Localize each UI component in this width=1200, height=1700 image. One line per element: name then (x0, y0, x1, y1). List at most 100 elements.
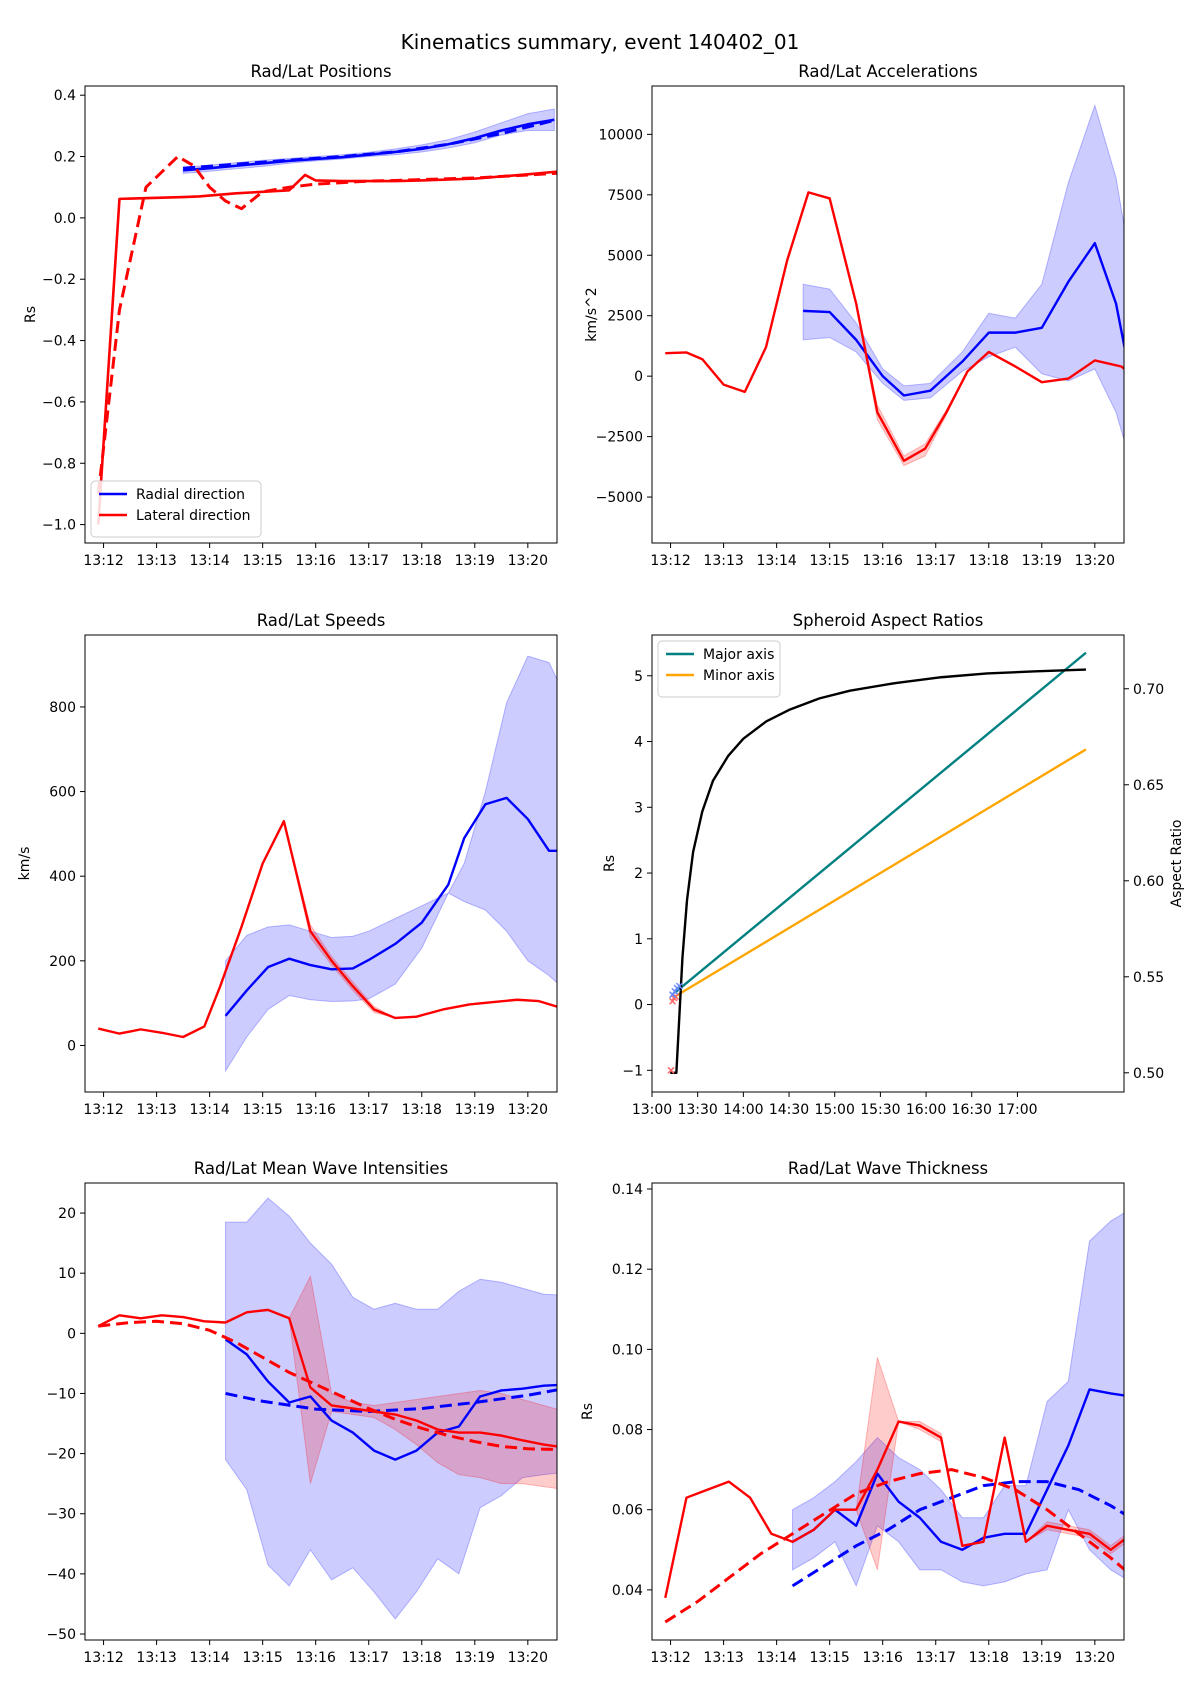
y-tick-label: 0 (67, 1038, 76, 1054)
chart-title: Rad/Lat Speeds (257, 611, 386, 630)
x-tick-label: 13:20 (1075, 553, 1115, 569)
y-tick-label: −40 (46, 1567, 76, 1583)
x-tick-label: 13:13 (136, 1102, 176, 1118)
x-tick-label: 13:19 (455, 553, 495, 569)
y-axis-label: Rs (23, 306, 39, 323)
y-tick-label: −2500 (596, 430, 643, 446)
series-line (98, 1319, 557, 1451)
series-line (225, 1388, 557, 1413)
y-tick-label: 5 (634, 669, 643, 685)
x-tick-label: 13:18 (402, 1650, 442, 1666)
x-tick-label: 13:19 (455, 1650, 495, 1666)
y-tick-label: 2500 (607, 309, 643, 325)
x-tick-label: 13:14 (756, 553, 796, 569)
x-tick-label: 13:20 (508, 553, 548, 569)
y-tick-label: −50 (46, 1627, 76, 1643)
y-tick-label: −1.0 (42, 518, 76, 534)
data-marker (675, 982, 683, 990)
y-axis-label: km/s^2 (584, 287, 600, 341)
series-line (803, 241, 1124, 397)
series-line (224, 796, 557, 1017)
y-tick-label: 0 (67, 1326, 76, 1342)
series-line (97, 1308, 557, 1448)
y-tick-label: −10 (46, 1386, 76, 1402)
x-tick-label: 13:19 (1022, 553, 1062, 569)
panel-speeds: 13:12 13:13 13:14 13:15 13:16 13:17 13:18 13:19… (17, 611, 558, 1118)
y-tick-label: −0.6 (42, 395, 76, 411)
data-marker (667, 1066, 675, 1074)
legend: Major axis Minor axis (657, 640, 781, 698)
chart-title: Rad/Lat Accelerations (798, 62, 977, 81)
y-tick-label: 0.06 (612, 1503, 643, 1519)
x-tick-label: 14:30 (769, 1102, 809, 1118)
uncertainty-band (1137, 364, 1179, 526)
x-tick-label: 13:00 (632, 1102, 672, 1118)
x-tick-label: 13:17 (916, 553, 956, 569)
x-tick-label: 15:30 (860, 1102, 900, 1118)
axes-frame (84, 1182, 558, 1641)
y-tick-label: 0.10 (612, 1342, 643, 1358)
x-tick-label: 13:15 (809, 1650, 849, 1666)
x-tick-label: 13:20 (508, 1650, 548, 1666)
y-tick-label: 200 (49, 954, 76, 970)
y-tick-label: 1 (634, 932, 643, 948)
x-tick-label: 13:12 (83, 1102, 123, 1118)
y-tick-label: 0.04 (612, 1583, 643, 1599)
plot-area (667, 651, 1087, 1074)
x-tick-label: 17:00 (997, 1102, 1037, 1118)
y-tick-label: 600 (49, 785, 76, 801)
panel-accelerations: 13:12 13:13 13:14 13:15 13:16 13:17 13:18 13:19… (584, 62, 1179, 569)
x-tick-label: 13:13 (136, 553, 176, 569)
x-tick-label: 13:18 (402, 553, 442, 569)
y-axis-label: km/s (17, 847, 33, 881)
x-tick-label: 13:15 (242, 1102, 282, 1118)
series-line (1137, 412, 1179, 472)
panel-aspect: 13:00 13:30 14:00 14:30 15:00 15:30 16:00 16:30… (602, 611, 1185, 1118)
x-tick-label: 13:14 (189, 553, 229, 569)
x-tick-label: 13:17 (349, 553, 389, 569)
x-tick-label: 14:00 (723, 1102, 763, 1118)
y-axis-label: Rs (602, 855, 618, 872)
series-line (664, 1468, 1124, 1624)
series-line (224, 1338, 557, 1461)
y-tick-label: 0 (634, 369, 643, 385)
legend-box (90, 480, 262, 538)
series-line (97, 819, 557, 1039)
series-line (96, 170, 557, 525)
x-tick-label: 13:12 (83, 1650, 123, 1666)
y-tick-label: 4 (634, 735, 643, 751)
x-tick-label: 13:15 (242, 1650, 282, 1666)
x-tick-label: 16:00 (906, 1102, 946, 1118)
y-tick-label: −0.4 (42, 334, 76, 350)
series-line (96, 155, 557, 495)
x-tick-label: 15:00 (815, 1102, 855, 1118)
x-tick-label: 13:18 (969, 1650, 1009, 1666)
x-tick-label: 13:17 (349, 1650, 389, 1666)
x-tick-label: 13:17 (916, 1650, 956, 1666)
x-tick-label: 13:13 (703, 1650, 743, 1666)
y-tick-label: 10000 (598, 127, 643, 143)
y-right-tick-label: 0.50 (1133, 1066, 1164, 1082)
figure-suptitle: Kinematics summary, event 140402_01 (401, 30, 800, 54)
axes-frame (84, 85, 558, 544)
x-tick-label: 13:20 (508, 1102, 548, 1118)
chart-title: Rad/Lat Mean Wave Intensities (194, 1159, 448, 1178)
panel-intensities: 13:12 13:13 13:14 13:15 13:16 13:17 13:18 13:19… (46, 1159, 558, 1666)
chart-title: Rad/Lat Positions (250, 62, 391, 81)
uncertainty-band (225, 1197, 557, 1620)
x-tick-label: 13:18 (969, 553, 1009, 569)
x-tick-label: 13:14 (189, 1102, 229, 1118)
x-tick-label: 13:19 (455, 1102, 495, 1118)
y-tick-label: −30 (46, 1507, 76, 1523)
y-axis-label: Rs (580, 1403, 596, 1420)
x-tick-label: 13:12 (650, 1650, 690, 1666)
y-right-tick-label: 0.70 (1133, 682, 1164, 698)
legend: Radial direction Lateral direction (90, 480, 262, 538)
chart-title: Rad/Lat Wave Thickness (788, 1159, 988, 1178)
y-tick-label: 10 (58, 1266, 76, 1282)
plot-area (97, 655, 557, 1073)
y-tick-label: 3 (634, 800, 643, 816)
x-tick-label: 13:16 (296, 1102, 336, 1118)
x-tick-label: 13:16 (296, 553, 336, 569)
